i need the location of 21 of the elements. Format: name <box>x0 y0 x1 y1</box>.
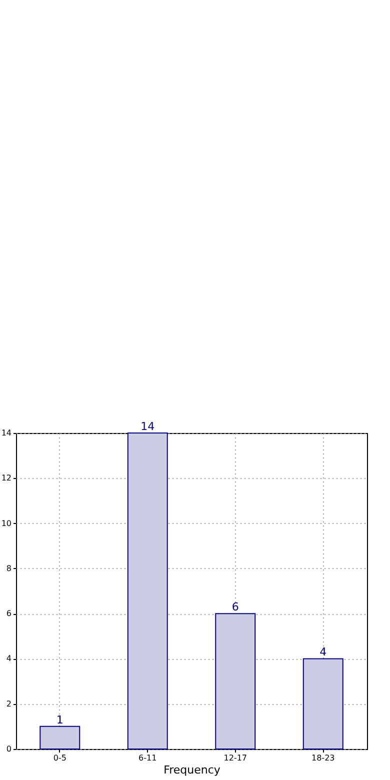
y-tick-label: 8 <box>6 564 12 573</box>
data-label: 6 <box>232 600 239 614</box>
y-tick-label: 12 <box>1 474 12 483</box>
x-tick-label: 0-5 <box>53 754 66 762</box>
y-tick-label: 14 <box>1 428 12 438</box>
y-tick-label: 6 <box>6 609 12 618</box>
x-tick-label: 6-11 <box>138 754 157 762</box>
data-label: 1 <box>56 713 64 726</box>
data-label: 14 <box>140 420 155 433</box>
bar <box>127 432 168 750</box>
data-label: 4 <box>320 646 327 659</box>
bar <box>215 613 256 750</box>
y-tick-label: 10 <box>1 518 12 528</box>
bar <box>40 726 80 750</box>
x-tick-label: 18-23 <box>312 754 335 762</box>
y-tick-label: 0 <box>6 744 12 754</box>
x-axis-title: Frequency <box>164 764 221 776</box>
bar <box>302 658 344 750</box>
y-tick-label: 2 <box>6 699 12 708</box>
y-tick-label: 4 <box>6 654 12 664</box>
x-tick-label: 12-17 <box>224 754 247 762</box>
